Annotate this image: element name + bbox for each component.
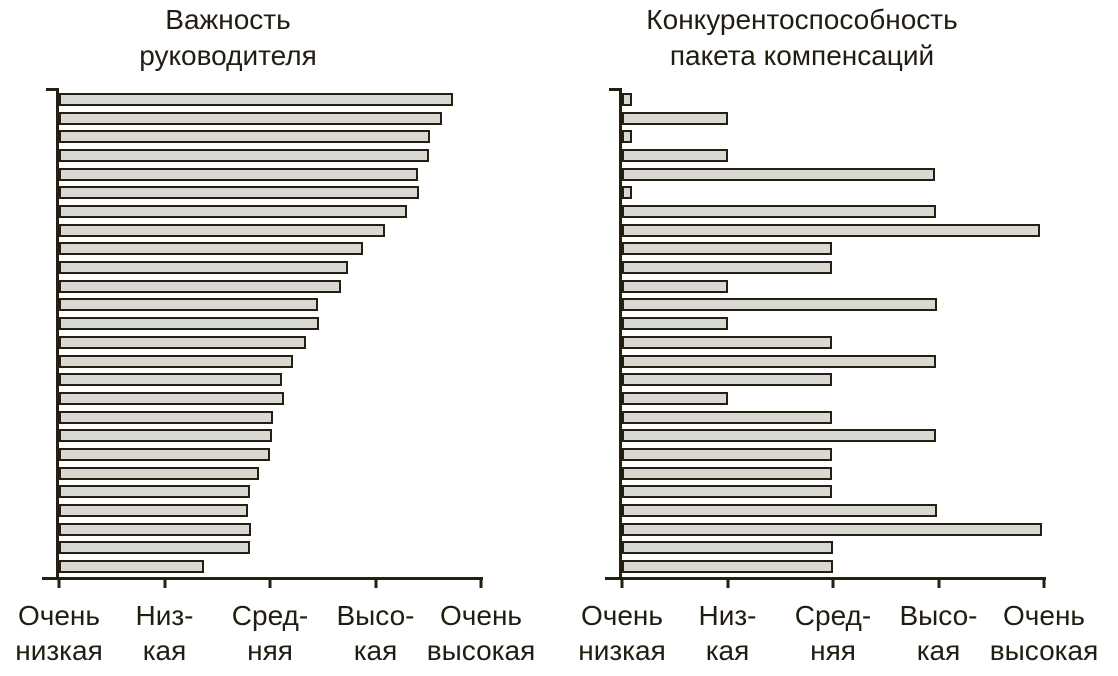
bar-row-11 <box>622 279 728 293</box>
x-axis-label-very-low: Очень низкая <box>578 600 666 666</box>
bar-row-22 <box>622 485 832 499</box>
x-axis-labels: Очень низкая Низ- кая Сред- няя Высо- ка… <box>15 598 535 672</box>
bar-row-9 <box>622 242 832 256</box>
x-axis-tick <box>620 577 624 588</box>
bar-row-21 <box>59 466 260 480</box>
x-axis-label-low: Низ- кая <box>698 600 757 666</box>
bar-row-2 <box>59 111 442 125</box>
bar-row-12 <box>59 298 318 312</box>
x-axis-label-high: Высо- кая <box>899 600 978 666</box>
bar-row-14 <box>622 335 832 349</box>
plot-area <box>619 88 1044 577</box>
bar-row-26 <box>59 560 204 573</box>
bar-row-6 <box>59 186 419 200</box>
bars-container <box>622 88 1044 577</box>
bar-row-13 <box>622 317 728 331</box>
bar-row-3 <box>622 130 632 144</box>
bar-row-20 <box>59 447 270 461</box>
bar-row-8 <box>59 223 385 237</box>
bar-row-20 <box>622 447 832 461</box>
bar-row-10 <box>622 261 832 275</box>
bar-row-6 <box>622 186 632 200</box>
x-axis-tick <box>726 577 729 588</box>
bar-row-17 <box>59 391 284 405</box>
bar-row-1 <box>59 93 453 106</box>
x-axis-tick <box>374 577 377 588</box>
chart-title: Важность руководителя <box>139 4 317 71</box>
bar-row-12 <box>622 298 938 312</box>
bar-row-5 <box>59 167 418 181</box>
y-axis-top-cap <box>609 88 622 91</box>
bar-row-18 <box>59 410 274 424</box>
bar-row-7 <box>622 205 937 219</box>
bar-row-19 <box>59 429 273 443</box>
x-axis-tick <box>57 577 61 588</box>
x-axis-tick <box>163 577 166 588</box>
bar-row-5 <box>622 167 936 181</box>
bar-row-8 <box>622 223 1040 237</box>
plot-area <box>56 88 481 577</box>
bar-row-22 <box>59 485 250 499</box>
bar-row-2 <box>622 111 728 125</box>
bar-row-1 <box>622 93 632 106</box>
y-axis-top-cap <box>46 88 59 91</box>
bar-row-23 <box>59 503 248 517</box>
bar-row-21 <box>622 466 832 480</box>
bar-row-25 <box>59 541 250 555</box>
bar-row-10 <box>59 261 349 275</box>
bar-row-3 <box>59 130 431 144</box>
bar-row-16 <box>59 373 282 387</box>
bar-row-18 <box>622 410 832 424</box>
chart-compensation-competitiveness: Конкурентоспособность пакета компенсаций… <box>559 0 1118 676</box>
x-axis-label-medium: Сред- няя <box>231 600 309 666</box>
bar-row-7 <box>59 205 408 219</box>
x-axis-labels: Очень низкая Низ- кая Сред- няя Высо- ка… <box>578 598 1098 672</box>
bar-row-11 <box>59 279 341 293</box>
bar-row-17 <box>622 391 728 405</box>
bar-row-15 <box>622 354 937 368</box>
bar-row-9 <box>59 242 363 256</box>
chart-manager-importance: Важность руководителя Очень низкая Низ- … <box>15 4 535 672</box>
x-axis-tick <box>479 577 483 588</box>
x-axis-tick <box>268 577 272 588</box>
x-axis-label-very-high: Очень высокая <box>989 600 1099 666</box>
bar-row-23 <box>622 503 938 517</box>
x-axis-line <box>605 577 1046 580</box>
x-axis-tick <box>831 577 835 588</box>
x-axis-line <box>42 577 483 580</box>
bar-row-4 <box>622 149 728 163</box>
bar-row-24 <box>622 522 1042 536</box>
x-axis-label-low: Низ- кая <box>135 600 194 666</box>
bar-row-16 <box>622 373 832 387</box>
x-axis-label-very-low: Очень низкая <box>15 600 103 666</box>
bar-row-15 <box>59 354 294 368</box>
x-axis-ticks <box>620 577 1046 588</box>
bar-row-19 <box>622 429 937 443</box>
bar-row-4 <box>59 149 430 163</box>
bars-container <box>59 88 481 577</box>
bar-row-26 <box>622 560 833 573</box>
x-axis-ticks <box>57 577 483 588</box>
x-axis-label-very-high: Очень высокая <box>426 600 536 666</box>
bar-row-14 <box>59 335 306 349</box>
bar-row-13 <box>59 317 319 331</box>
chart-title: Конкурентоспособность пакета компенсаций <box>646 4 958 71</box>
x-axis-label-high: Высо- кая <box>336 600 415 666</box>
x-axis-tick <box>937 577 940 588</box>
x-axis-label-medium: Сред- няя <box>794 600 872 666</box>
bar-row-24 <box>59 522 251 536</box>
x-axis-tick <box>1042 577 1046 588</box>
bar-row-25 <box>622 541 833 555</box>
